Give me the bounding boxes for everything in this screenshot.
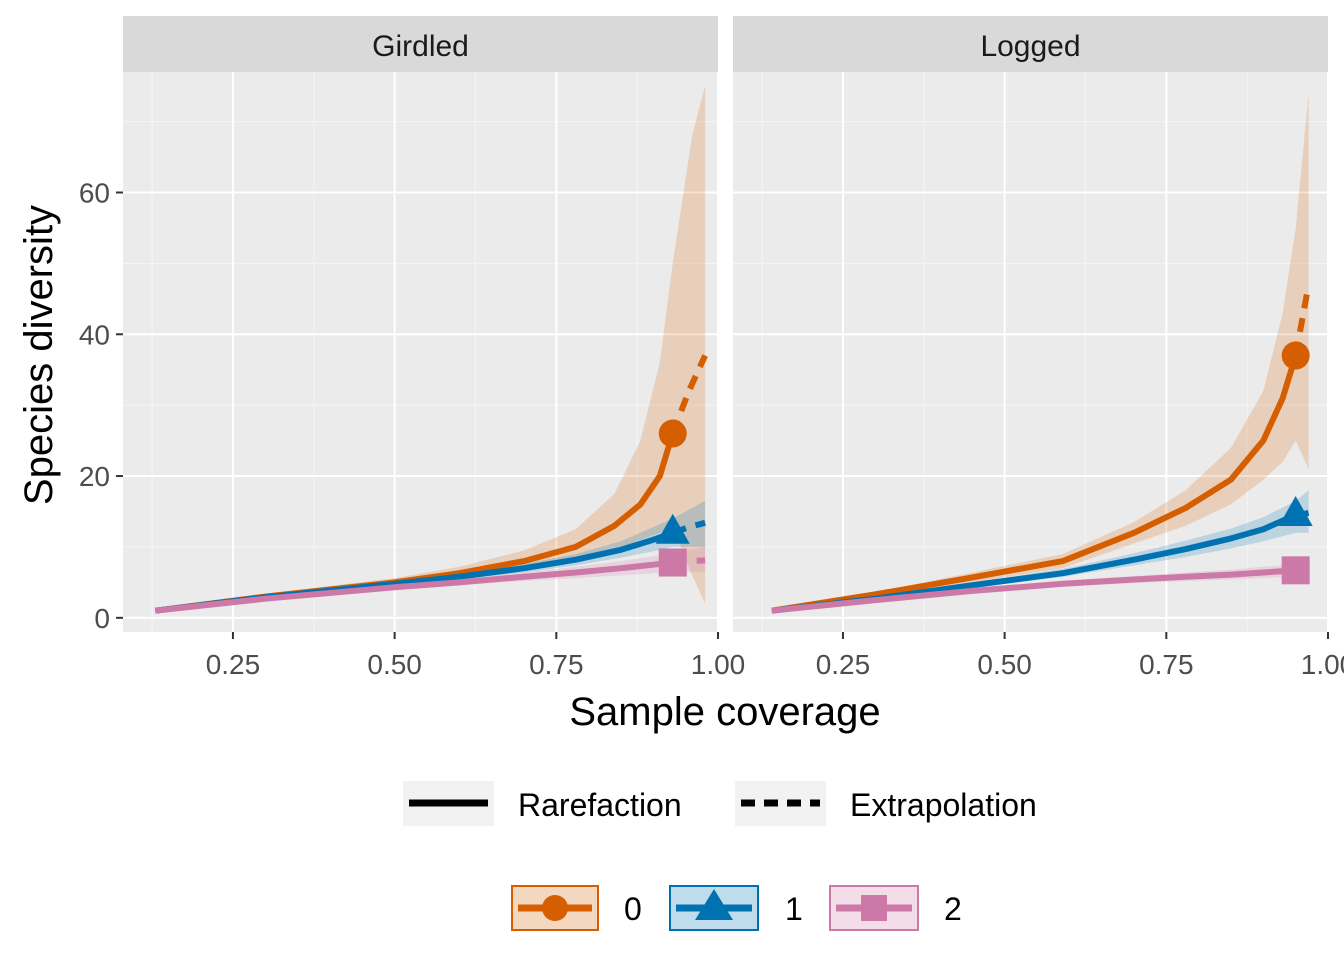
y-tick-label: 40	[79, 319, 110, 350]
legend-label-order-0: 0	[624, 891, 642, 927]
legend-order: 0 1 2	[511, 885, 962, 931]
y-tick-label: 20	[79, 461, 110, 492]
y-tick-label: 0	[94, 603, 110, 634]
observed-point-square	[1281, 556, 1310, 585]
x-tick-label: 0.25	[206, 649, 261, 680]
plot-bg-logged	[733, 72, 1328, 632]
x-tick-label: 0.75	[1139, 649, 1194, 680]
observed-point-circle	[1281, 341, 1310, 370]
panel-girdled: Girdled	[123, 16, 719, 632]
strip-logged	[733, 16, 1328, 72]
rarefaction-line-order-0	[771, 354, 1299, 614]
strip-label-logged: Logged	[980, 30, 1080, 63]
axes: 0.25 0.50 0.75 1.00 0.25 0.50 0.75 1.00 0 20 40 60	[79, 178, 1344, 680]
series-girdled	[154, 86, 708, 614]
panel-logged: Logged	[733, 16, 1329, 632]
legend-circle-marker	[542, 895, 568, 921]
x-tick-label: 1.00	[1301, 649, 1344, 680]
observed-point-circle	[658, 419, 687, 448]
observed-point-triangle	[655, 513, 690, 544]
rarefaction-line-order-2	[154, 559, 674, 614]
observed-point-triangle	[1278, 496, 1313, 527]
x-tick-label: 0.25	[816, 649, 871, 680]
y-axis-title: Species diversity	[17, 205, 61, 505]
strip-girdled	[123, 16, 718, 72]
legend-label-extrapolation: Extrapolation	[850, 787, 1037, 823]
rarefaction-line-order-2	[771, 567, 1296, 614]
series-logged	[771, 93, 1313, 614]
legend-label-rarefaction: Rarefaction	[518, 787, 682, 823]
strip-label-girdled: Girdled	[372, 30, 469, 63]
x-tick-label: 0.50	[367, 649, 422, 680]
confidence-band-order-1	[771, 490, 1309, 612]
x-axis-title: Sample coverage	[569, 690, 880, 734]
x-tick-label: 0.50	[977, 649, 1032, 680]
x-tick-label: 1.00	[691, 649, 746, 680]
legend-label-order-1: 1	[785, 891, 803, 927]
legend-label-order-2: 2	[944, 891, 962, 927]
observed-point-square	[658, 548, 687, 577]
legend-linetype: Rarefaction Extrapolation	[403, 781, 1037, 826]
y-tick-label: 60	[79, 178, 110, 209]
gridlines-girdled	[123, 72, 719, 632]
plot-bg-girdled	[123, 72, 718, 632]
x-tick-label: 0.75	[529, 649, 584, 680]
legend-triangle-marker	[695, 889, 733, 920]
legend-square-marker	[861, 895, 887, 921]
gridlines-logged	[733, 72, 1329, 632]
